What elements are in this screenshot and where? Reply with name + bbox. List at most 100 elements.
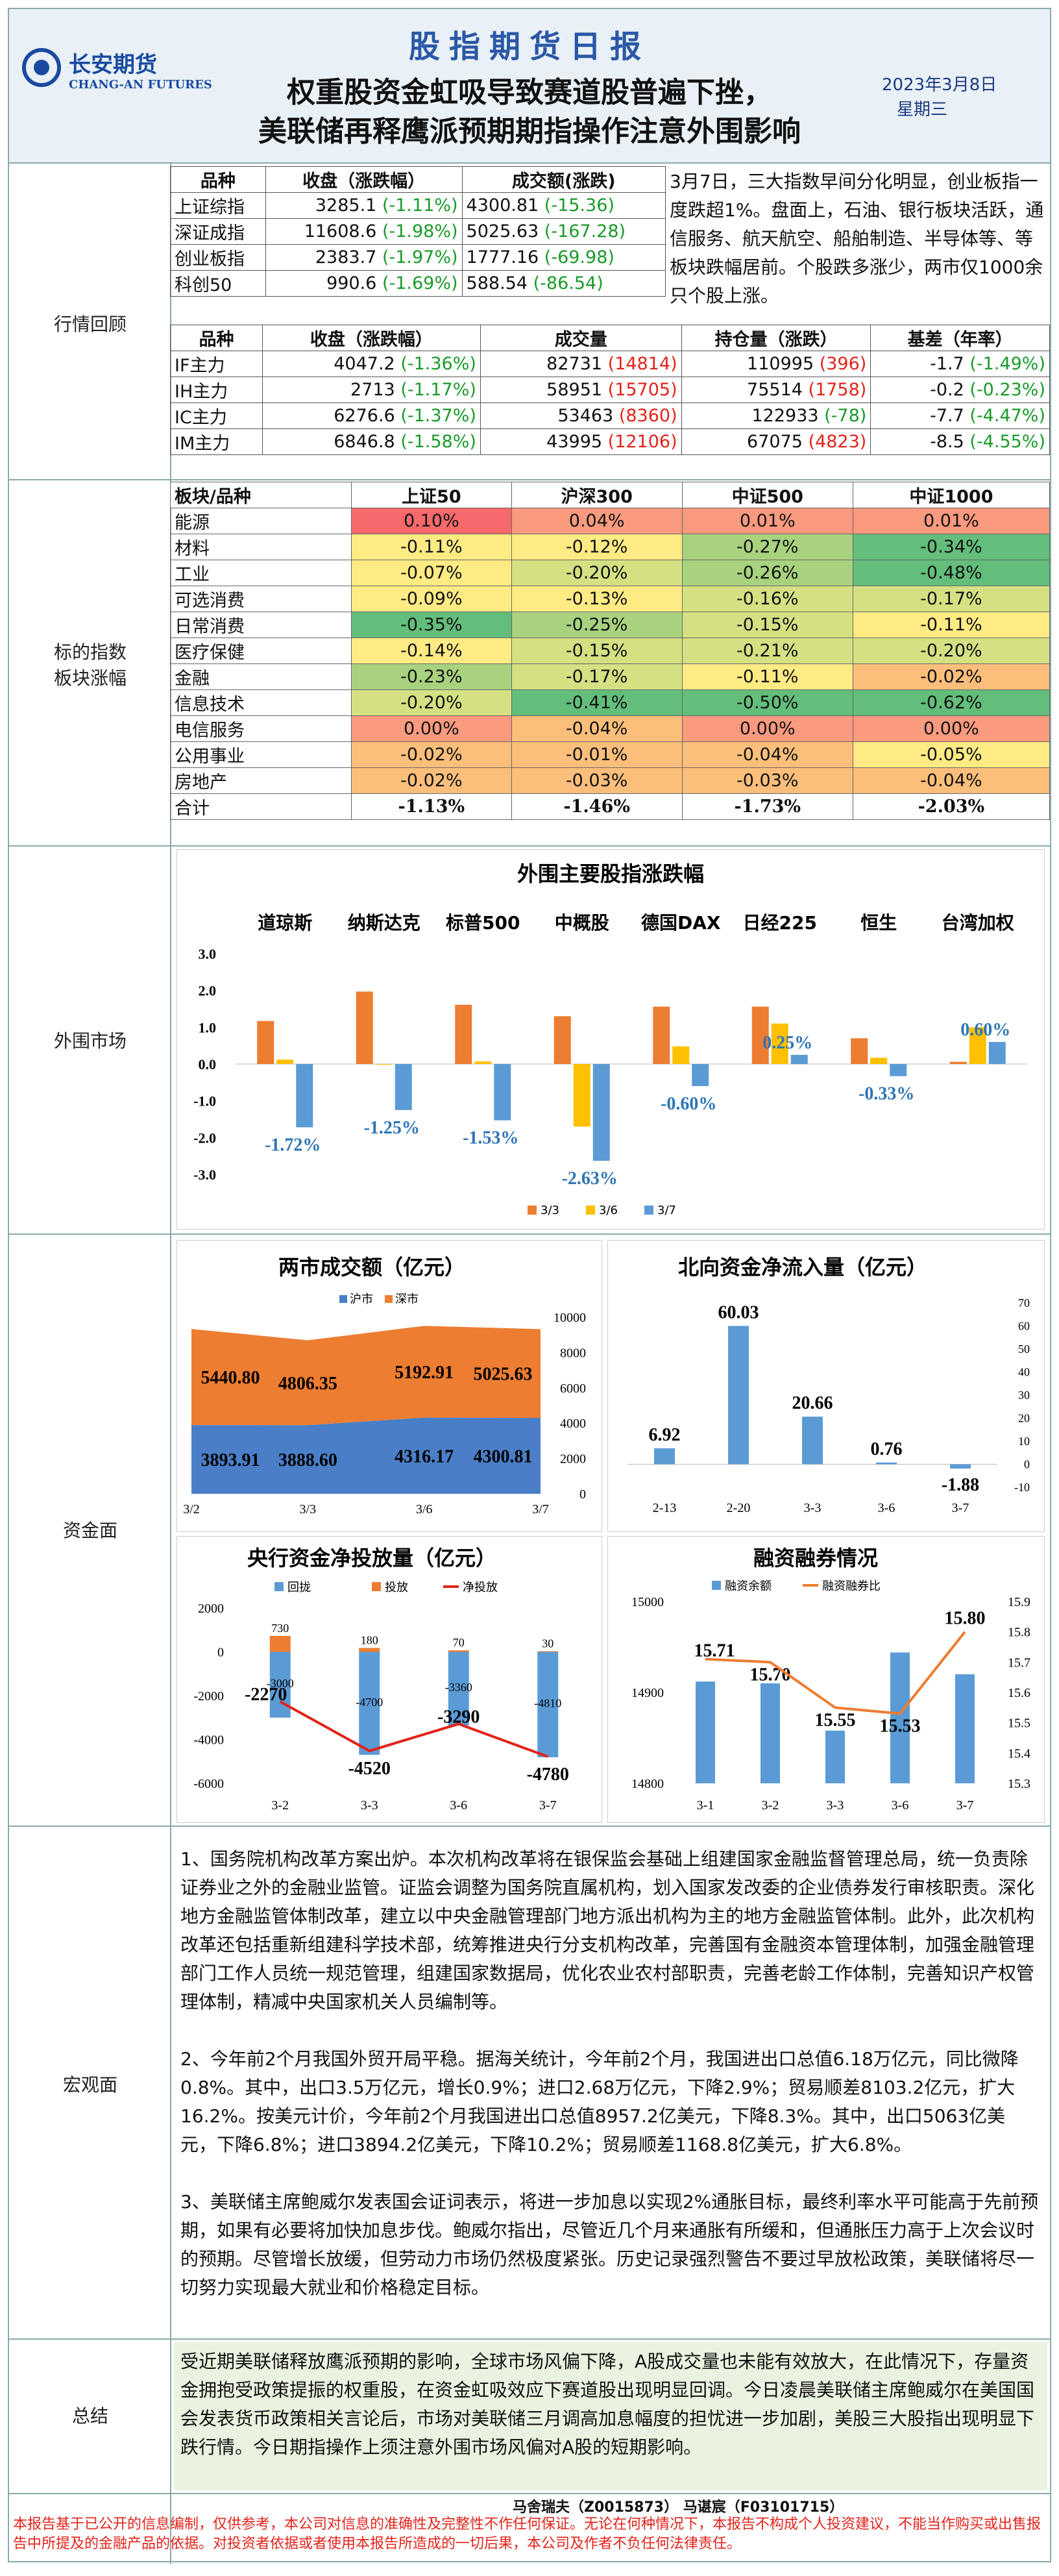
x-tick-label: 3-7 — [956, 1798, 974, 1813]
change: (-1.11%) — [382, 195, 458, 216]
table-row: IF主力 4047.2 (-1.36%) 82731 (14814) 110995 (… — [170, 351, 1050, 377]
annualized: (-0.23%) — [969, 380, 1045, 400]
legend-swatch — [372, 1582, 381, 1591]
col-header: 成交额(涨跌) — [461, 166, 666, 193]
sector-name: 医疗保健 — [169, 638, 352, 664]
category-label: 标普500 — [446, 912, 520, 934]
chart-title: 融资融券情况 — [753, 1546, 878, 1570]
data-label: 15.80 — [945, 1609, 986, 1629]
data-label: 4300.81 — [474, 1447, 533, 1467]
oi-change: (396) — [819, 354, 867, 374]
foreign-chart-panel: 外围主要股指涨跌幅 3.0 2.0 1.0 0.0 -1.0 -2.0 -3.0 道琼斯 -1.7… — [176, 849, 1045, 1230]
bar — [537, 1651, 559, 1652]
x-tick-label: 3-1 — [697, 1798, 714, 1813]
table-row: 创业板指 2383.7 (-1.97%) 1777.16 (-69.98) — [170, 244, 666, 271]
legend-label: 3/6 — [599, 1204, 618, 1217]
table-row: 电信服务 0.00% -0.04% 0.00% 0.00% — [169, 715, 1051, 742]
bar — [969, 1027, 986, 1064]
data-label: -2270 — [245, 1685, 287, 1705]
y-tick-label: -4000 — [193, 1733, 224, 1748]
y2-tick-label: 15.5 — [1008, 1716, 1030, 1731]
table-row: 医疗保健 -0.14% -0.15% -0.21% -0.20% — [169, 638, 1051, 664]
future-name: IH主力 — [170, 377, 263, 403]
y-tick-label: 20 — [1018, 1412, 1030, 1425]
basis: -7.7 — [930, 406, 964, 426]
y2-tick-label: 15.7 — [1008, 1655, 1030, 1670]
y-tick-label: -2000 — [193, 1689, 224, 1703]
macro-text: 1、国务院机构改革方案出炉。本次机构改革将在银保监会基础上组建国家金融监督管理总… — [180, 1845, 1041, 2331]
y2-tick-label: 15.4 — [1008, 1746, 1030, 1761]
summary-text: 受近期美联储释放鹰派预期的影响，全球市场风偏下降，A股成交量也未能有效放大，在此… — [180, 2351, 1035, 2458]
sector-value: -0.13% — [511, 586, 683, 612]
sector-name: 房地产 — [169, 767, 352, 794]
annualized: (-4.55%) — [969, 432, 1045, 452]
bar — [802, 1417, 823, 1465]
data-label: -3000 — [267, 1677, 294, 1690]
sector-value: -0.20% — [511, 560, 683, 586]
y-tick-label: -10 — [1014, 1481, 1030, 1494]
sector-value: -0.04% — [511, 715, 683, 742]
data-label: 15.71 — [694, 1641, 735, 1661]
change: (-1.69%) — [382, 273, 458, 293]
legend-swatch — [712, 1581, 721, 1590]
bar — [851, 1038, 868, 1064]
sector-name: 材料 — [169, 534, 352, 560]
change: (-1.36%) — [400, 354, 476, 374]
col-header: 收盘（涨跌幅） — [265, 166, 463, 193]
summary-box: 受近期美联储释放鹰派预期的影响，全球市场风偏下降，A股成交量也未能有效放大，在此… — [174, 2342, 1047, 2490]
chart-title: 北向资金净流入量（亿元） — [678, 1255, 927, 1280]
sector-value: 0.00% — [351, 715, 512, 742]
table-row: 工业 -0.07% -0.20% -0.26% -0.48% — [169, 560, 1051, 586]
section-label-macro: 宏观面 — [62, 2074, 117, 2096]
legend-swatch — [339, 1295, 347, 1303]
y-tick-label: 6000 — [560, 1381, 586, 1396]
annualized: (-1.49%) — [969, 354, 1045, 374]
northbound-panel: 北向资金净流入量（亿元） 70 60 50 40 30 20 10 0 -10 6.92 2-13 60… — [607, 1240, 1045, 1532]
close: 3285.1 — [315, 195, 377, 216]
sector-value: -0.05% — [852, 741, 1051, 768]
future-name: IC主力 — [170, 402, 263, 429]
legend-swatch — [274, 1582, 284, 1591]
table-row: IC主力 6276.6 (-1.37%) 53463 (8360) 122933 (-… — [170, 402, 1050, 429]
volume: 58951 — [546, 380, 603, 400]
headline-1: 权重股资金虹吸导致赛道股普遍下挫， — [287, 76, 772, 109]
bar — [949, 1061, 967, 1064]
x-tick-label: 2-13 — [653, 1501, 677, 1515]
future-name: IF主力 — [170, 351, 263, 377]
volume-change: (15705) — [607, 380, 677, 400]
bar — [494, 1064, 511, 1121]
bar — [276, 1059, 294, 1064]
data-label: 5025.63 — [474, 1365, 533, 1385]
bar — [761, 1683, 780, 1783]
x-tick-label: 3/3 — [300, 1502, 317, 1517]
sector-value: 0.00% — [852, 715, 1051, 742]
total-value: -2.03% — [852, 793, 1051, 820]
sector-value: -0.11% — [351, 534, 512, 560]
table-row: 能源 0.10% 0.04% 0.01% 0.01% — [169, 508, 1051, 534]
divider — [9, 845, 1050, 847]
y-tick-label: 2000 — [198, 1602, 224, 1616]
bar — [825, 1730, 845, 1783]
oi-change: (1758) — [808, 380, 867, 400]
data-label: 730 — [271, 1622, 289, 1635]
bar — [751, 1006, 769, 1064]
y-tick-label: -3.0 — [193, 1167, 216, 1183]
table-row: 可选消费 -0.09% -0.13% -0.16% -0.17% — [169, 586, 1051, 612]
data-label: 6.92 — [649, 1425, 681, 1445]
table-row: 上证综指 3285.1 (-1.11%) 4300.81 (-15.36) — [170, 192, 666, 219]
sector-table: 板块/品种 上证50 沪深300 中证500 中证1000 能源 0.10% 0.0… — [169, 482, 1051, 820]
index-table: 品种 收盘（涨跌幅） 成交额(涨跌) 上证综指 3285.1 (-1.11%) … — [170, 166, 666, 297]
amount: 1777.16 — [466, 247, 539, 267]
data-label: 4806.35 — [278, 1374, 337, 1394]
sector-value: -0.11% — [852, 612, 1051, 638]
amount-change: (-15.36) — [544, 195, 615, 216]
data-label: 15.53 — [880, 1716, 921, 1737]
volume: 82731 — [546, 354, 603, 374]
net-line — [279, 1700, 548, 1758]
bar — [950, 1464, 971, 1469]
bar — [448, 1650, 469, 1652]
category-label: 台湾加权 — [942, 912, 1014, 934]
logo-en: CHANG-AN FUTURES — [69, 78, 212, 92]
bar — [771, 1023, 788, 1064]
disclaimer: 本报告基于已公开的信息编制，仅供参考，本公司对信息的准确性及完整性不作任何保证。… — [13, 2516, 1041, 2552]
